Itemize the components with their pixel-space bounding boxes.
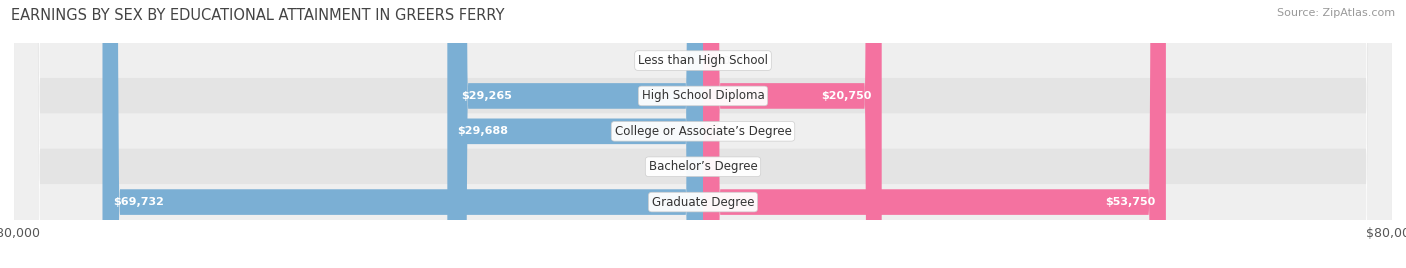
Text: College or Associate’s Degree: College or Associate’s Degree xyxy=(614,125,792,138)
Text: Source: ZipAtlas.com: Source: ZipAtlas.com xyxy=(1277,8,1395,18)
FancyBboxPatch shape xyxy=(447,0,703,268)
Text: $0: $0 xyxy=(676,162,690,172)
Text: $29,265: $29,265 xyxy=(461,91,512,101)
FancyBboxPatch shape xyxy=(103,0,703,268)
Text: $29,688: $29,688 xyxy=(458,126,509,136)
FancyBboxPatch shape xyxy=(14,0,1392,268)
FancyBboxPatch shape xyxy=(14,0,1392,268)
Text: $0: $0 xyxy=(676,55,690,66)
Text: $0: $0 xyxy=(716,55,730,66)
Text: $0: $0 xyxy=(716,162,730,172)
FancyBboxPatch shape xyxy=(703,0,1166,268)
Text: EARNINGS BY SEX BY EDUCATIONAL ATTAINMENT IN GREERS FERRY: EARNINGS BY SEX BY EDUCATIONAL ATTAINMEN… xyxy=(11,8,505,23)
Text: $69,732: $69,732 xyxy=(112,197,163,207)
Text: Bachelor’s Degree: Bachelor’s Degree xyxy=(648,160,758,173)
Text: $20,750: $20,750 xyxy=(821,91,872,101)
FancyBboxPatch shape xyxy=(14,0,1392,268)
Text: High School Diploma: High School Diploma xyxy=(641,90,765,102)
FancyBboxPatch shape xyxy=(14,0,1392,268)
FancyBboxPatch shape xyxy=(14,0,1392,268)
FancyBboxPatch shape xyxy=(703,0,882,268)
Text: Less than High School: Less than High School xyxy=(638,54,768,67)
FancyBboxPatch shape xyxy=(451,0,703,268)
Text: $0: $0 xyxy=(716,126,730,136)
Text: $53,750: $53,750 xyxy=(1105,197,1156,207)
Text: Graduate Degree: Graduate Degree xyxy=(652,196,754,209)
